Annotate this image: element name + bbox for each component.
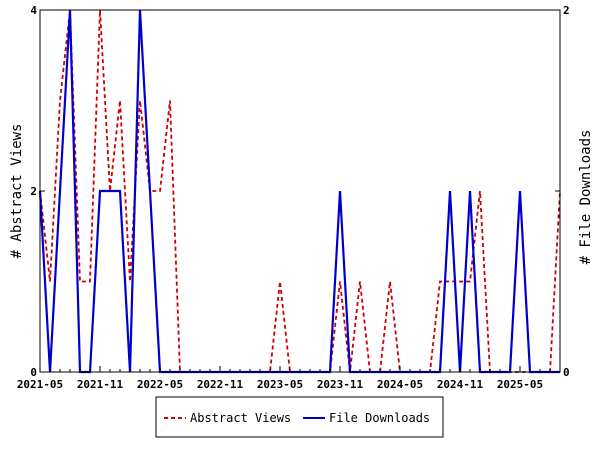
legend-box	[155, 396, 444, 438]
x-tick-label: 2024-11	[437, 378, 484, 391]
tick-layer: 2021-05 2021-11 2022-05 2022-11 2023-05 2023-…	[17, 4, 570, 391]
series-layer	[38, 9, 561, 374]
y-left-tick-label: 0	[30, 366, 37, 379]
y-axis-left-title: # Abstract Views	[9, 124, 25, 259]
series-line-file-downloads	[38, 9, 560, 374]
legend-label-file-downloads: File Downloads	[329, 411, 430, 425]
x-tick-label: 2021-05	[17, 378, 63, 391]
x-tick-label: 2021-11	[77, 378, 124, 391]
x-tick-label: 2025-05	[497, 378, 543, 391]
y-axis-right-title: # File Downloads	[578, 130, 594, 265]
x-tick-label: 2024-05	[377, 378, 423, 391]
x-tick-label: 2023-11	[317, 378, 364, 391]
x-tick-label: 2023-05	[257, 378, 303, 391]
legend: Abstract Views File Downloads	[155, 396, 444, 438]
x-tick-label: 2022-05	[137, 378, 183, 391]
x-tick-label: 2022-11	[197, 378, 244, 391]
legend-label-abstract-views: Abstract Views	[190, 411, 291, 425]
y-right-tick-label: 2	[563, 4, 570, 17]
y-left-tick-label: 4	[30, 4, 37, 17]
y-left-tick-label: 2	[30, 185, 37, 198]
y-right-tick-label: 0	[563, 366, 570, 379]
